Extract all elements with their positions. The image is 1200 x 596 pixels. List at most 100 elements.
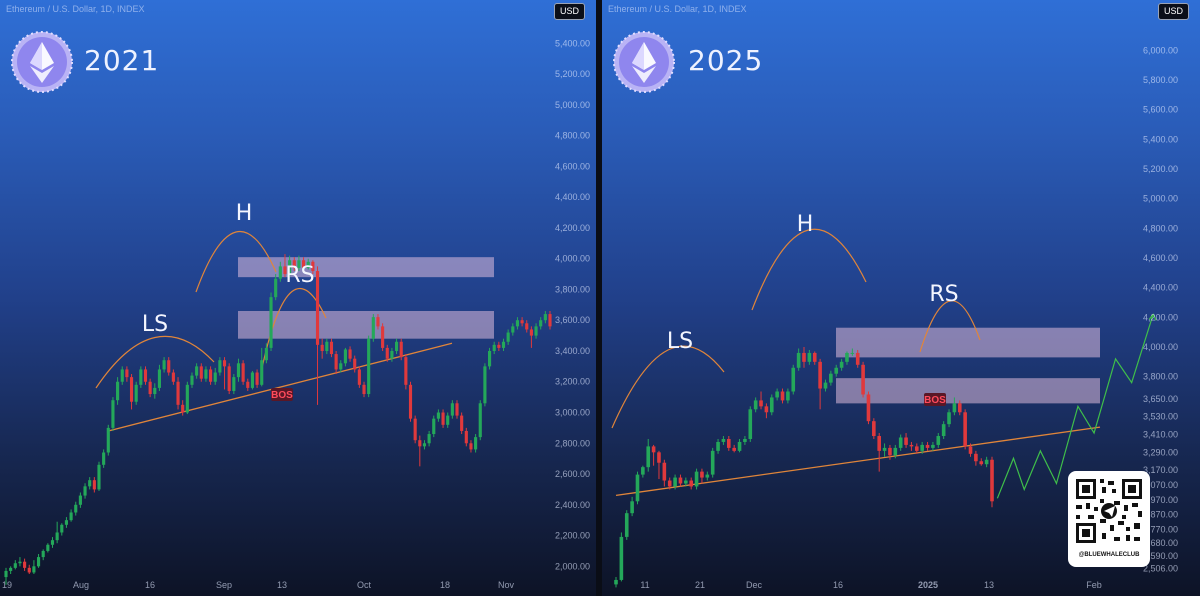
label-ls: LS xyxy=(142,312,168,337)
candle xyxy=(667,480,672,487)
candle xyxy=(441,412,445,425)
x-tick-label: 18 xyxy=(440,580,450,590)
candle xyxy=(990,459,994,502)
candle xyxy=(36,557,41,567)
candle xyxy=(726,438,731,448)
currency-button[interactable]: USD xyxy=(1158,3,1190,20)
candle xyxy=(241,363,245,382)
candle xyxy=(88,480,92,487)
candle xyxy=(904,437,908,445)
candle xyxy=(278,266,282,279)
candle xyxy=(274,278,278,298)
candle xyxy=(850,352,855,354)
candle xyxy=(381,326,385,348)
supply-zone xyxy=(238,257,494,278)
candle xyxy=(534,326,538,336)
candle xyxy=(227,366,231,391)
candle xyxy=(92,480,96,490)
x-tick-label: 11 xyxy=(640,580,649,590)
y-tick-label: 3,530.00 xyxy=(1143,412,1178,422)
label-rs: RS xyxy=(285,263,314,288)
candle xyxy=(936,436,941,445)
candle xyxy=(348,349,352,359)
y-tick-label: 2,680.00 xyxy=(1143,538,1178,548)
candle xyxy=(41,550,45,558)
candle xyxy=(9,567,13,571)
candle xyxy=(222,360,227,367)
candle xyxy=(143,369,148,382)
candle xyxy=(190,375,194,385)
y-tick-label: 3,200.00 xyxy=(555,377,590,387)
candle xyxy=(371,317,375,339)
candle xyxy=(877,436,882,451)
y-tick-label: 5,200.00 xyxy=(1143,164,1178,174)
y-tick-label: 4,800.00 xyxy=(1143,223,1178,233)
y-tick-label: 2,200.00 xyxy=(555,531,590,541)
y-tick-label: 3,290.00 xyxy=(1143,447,1178,457)
currency-button[interactable]: USD xyxy=(554,3,586,20)
candle xyxy=(432,418,436,435)
candle xyxy=(320,344,324,351)
y-tick-label: 3,400.00 xyxy=(555,346,590,356)
ethereum-coin-icon xyxy=(613,31,675,93)
candle xyxy=(260,360,264,385)
bos-badge xyxy=(271,388,293,401)
candle xyxy=(984,459,989,465)
candle xyxy=(404,357,408,385)
candle xyxy=(120,369,124,382)
supply-zone xyxy=(238,310,494,339)
candle xyxy=(630,501,634,514)
candle xyxy=(812,352,817,362)
candle xyxy=(925,444,930,448)
candle xyxy=(716,441,720,451)
y-tick-label: 3,650.00 xyxy=(1143,394,1178,404)
label-h: H xyxy=(797,212,814,237)
candle xyxy=(232,377,236,391)
symbol-label: Ethereum / U.S. Dollar, 1D, INDEX xyxy=(608,4,747,14)
candle xyxy=(18,561,22,564)
candle xyxy=(839,361,844,368)
candle xyxy=(882,447,887,451)
candle xyxy=(888,447,892,456)
y-tick-label: 2,770.00 xyxy=(1143,524,1178,534)
qr-code-icon xyxy=(1076,479,1142,543)
candle xyxy=(529,329,533,336)
candle xyxy=(264,347,268,361)
candle xyxy=(129,377,134,402)
supply-zone xyxy=(836,327,1100,358)
y-tick-label: 3,170.00 xyxy=(1143,465,1178,475)
candle xyxy=(269,297,273,348)
candle xyxy=(511,326,515,333)
candle xyxy=(181,404,185,413)
candle xyxy=(353,358,357,370)
candle xyxy=(780,391,785,401)
candle xyxy=(339,363,343,370)
candle xyxy=(861,364,865,395)
candle xyxy=(125,369,129,378)
candle xyxy=(855,352,860,365)
candle xyxy=(469,443,473,450)
candle xyxy=(418,440,422,447)
candle xyxy=(872,421,876,437)
candle xyxy=(802,352,806,362)
candle xyxy=(116,381,120,401)
x-tick-label: 19 xyxy=(2,580,12,590)
candle xyxy=(619,536,624,580)
candle xyxy=(506,332,510,342)
candle xyxy=(710,450,715,475)
neckline xyxy=(108,342,453,432)
candle xyxy=(614,579,618,585)
candle xyxy=(474,437,478,450)
candle xyxy=(446,415,450,425)
candle xyxy=(311,261,315,272)
candle xyxy=(46,544,50,551)
candle xyxy=(422,443,427,447)
candle xyxy=(376,317,380,327)
candle xyxy=(325,341,329,351)
candle xyxy=(315,271,320,345)
projection-path xyxy=(996,314,1154,499)
y-tick-label: 4,200.00 xyxy=(1143,312,1178,322)
candle xyxy=(306,261,310,268)
candle xyxy=(218,360,222,373)
candle xyxy=(515,320,520,327)
